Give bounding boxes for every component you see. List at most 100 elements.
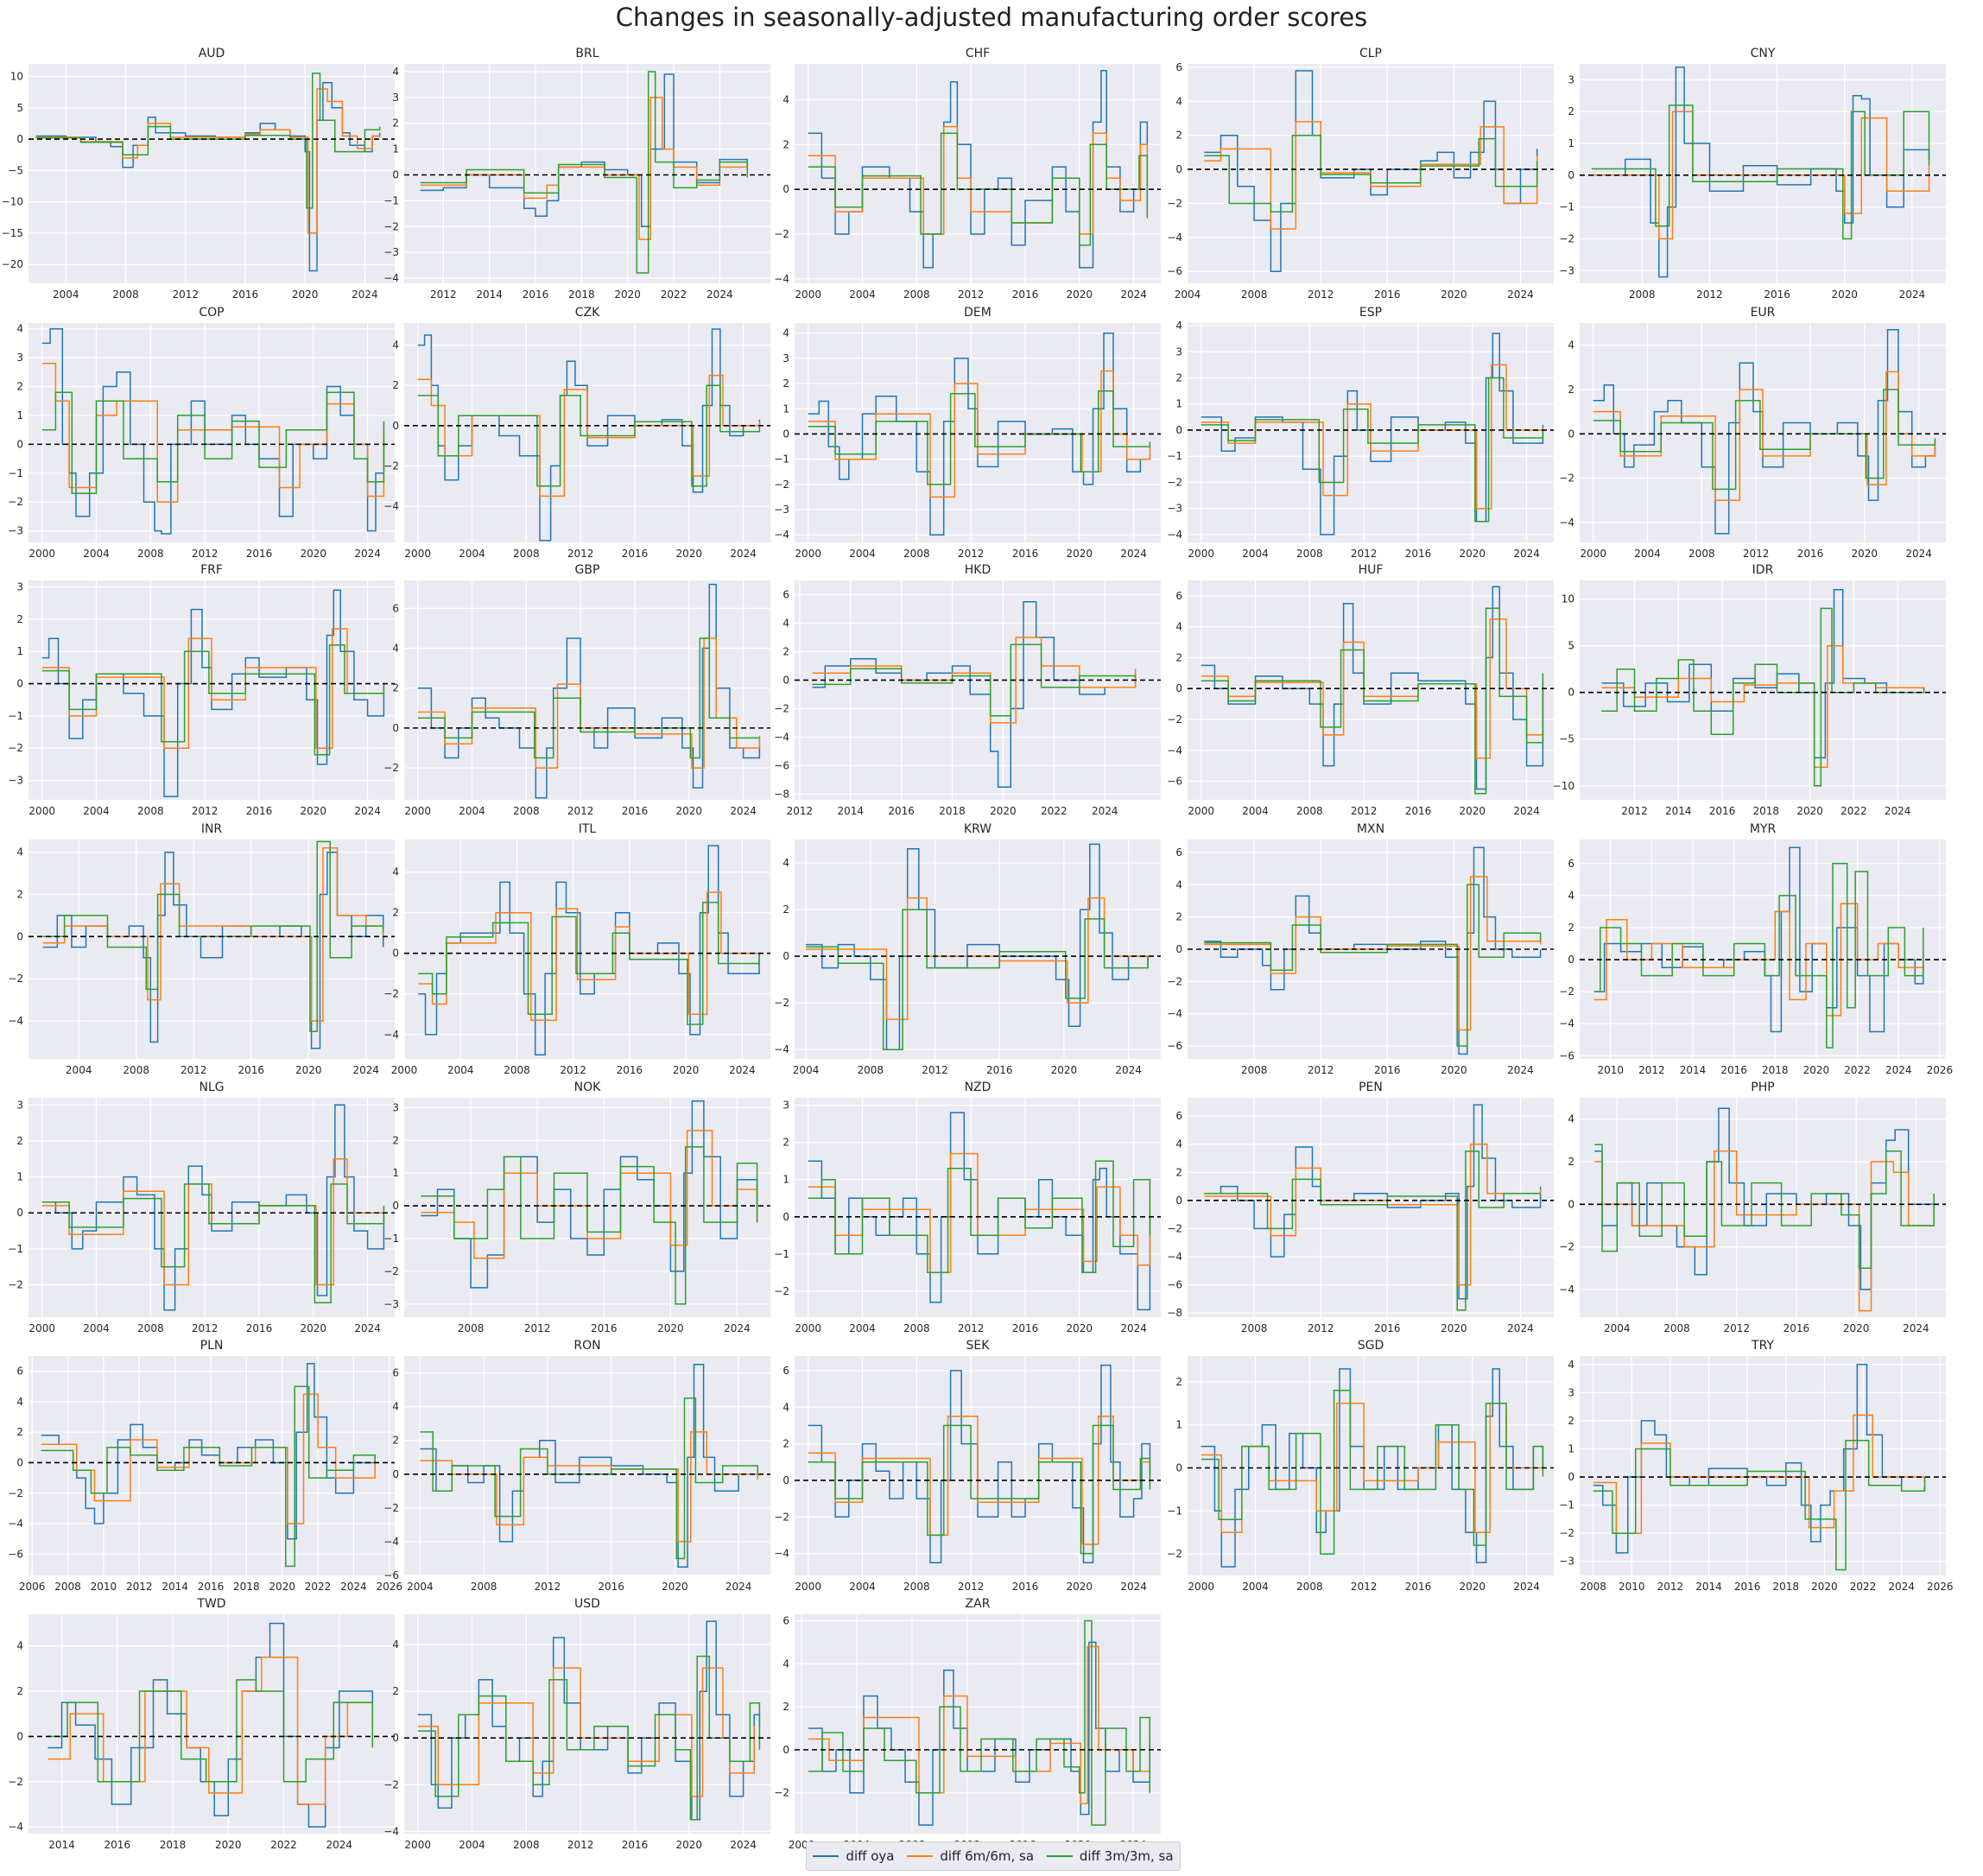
- page-title: Changes in seasonally-adjusted manufactu…: [615, 3, 1368, 32]
- y-tick-label: −2: [8, 973, 23, 985]
- x-tick-label: 2024: [1120, 548, 1147, 560]
- y-tick-label: 1: [16, 409, 23, 421]
- x-tick-label: 2020: [301, 1322, 327, 1334]
- x-tick-label: 2016: [1012, 1581, 1039, 1593]
- y-tick-label: −4: [8, 1821, 23, 1833]
- y-tick-label: 10: [10, 71, 23, 83]
- y-tick-label: 1: [16, 645, 23, 657]
- y-tick-label: 2: [16, 381, 23, 393]
- plot-background: [1188, 1356, 1554, 1575]
- subplot-ron: 2004 2008 2012 2016 2020 2024 −6 −4 −2 0 2 4 6 RON: [383, 1339, 770, 1593]
- x-tick-label: 2020: [1460, 805, 1486, 817]
- y-tick-label: −8: [774, 788, 789, 800]
- x-tick-label: 2020: [676, 548, 703, 560]
- x-tick-label: 2026: [377, 1581, 403, 1593]
- y-tick-label: −8: [1167, 1307, 1182, 1319]
- y-tick-label: −6: [1167, 1279, 1182, 1291]
- x-tick-label: 2008: [903, 288, 930, 301]
- series-line-diff-3m3m: [41, 391, 385, 494]
- x-tick-label: 2008: [513, 1839, 540, 1851]
- x-tick-label: 2004: [849, 1322, 876, 1334]
- x-tick-label: 2008: [137, 548, 164, 560]
- y-tick-label: 4: [392, 1401, 399, 1413]
- y-tick-label: 2: [1175, 372, 1182, 384]
- y-tick-label: 4: [1568, 1359, 1574, 1371]
- y-tick-label: 6: [1568, 858, 1574, 870]
- subplot-itl: 2000 2004 2008 2012 2016 2020 2024 −4 −2 0 2 4 ITL: [383, 822, 770, 1076]
- y-tick-label: −1: [8, 1243, 23, 1255]
- subplot-sek: 2000 2004 2008 2012 2016 2020 2024 −4 −2 0 2 4 6 SEK: [774, 1339, 1161, 1593]
- x-tick-label: 2020: [1051, 1064, 1078, 1076]
- subplot-clp: 2004 2008 2012 2016 2020 2024 −6 −4 −2 0 2 4 6 CLP: [1167, 47, 1554, 301]
- x-tick-label: 2018: [1753, 805, 1780, 817]
- y-tick-label: 6: [392, 602, 399, 614]
- x-tick-label: 2024: [1903, 1322, 1929, 1334]
- x-tick-label: 2020: [676, 1839, 703, 1851]
- x-tick-label: 2020: [301, 548, 327, 560]
- plot-background: [29, 1356, 395, 1575]
- y-tick-label: 1: [782, 402, 789, 415]
- series-line-diff-3m3m: [41, 1385, 376, 1568]
- legend-label: diff 3m/3m, sa: [1079, 1848, 1174, 1864]
- x-tick-label: 2020: [1460, 548, 1486, 560]
- subplot-title: FRF: [200, 563, 223, 577]
- x-tick-label: 2010: [91, 1581, 117, 1593]
- x-tick-label: 2024: [1507, 1064, 1534, 1076]
- x-tick-label: 2020: [990, 805, 1017, 817]
- x-tick-label: 2014: [838, 805, 865, 817]
- y-tick-label: 2: [392, 379, 399, 391]
- y-tick-label: −1: [1167, 1505, 1182, 1517]
- y-tick-label: −1: [383, 194, 399, 206]
- y-tick-label: 2: [782, 903, 789, 916]
- y-tick-label: −4: [774, 1043, 789, 1055]
- subplot-pen: 2008 2012 2016 2020 2024 −8 −6 −4 −2 0 2 4 6 PEN: [1167, 1081, 1554, 1334]
- x-tick-label: 2016: [1783, 1322, 1810, 1334]
- x-tick-label: 2016: [622, 805, 649, 817]
- y-tick-label: −2: [383, 459, 399, 472]
- y-tick-label: −1: [1559, 1499, 1574, 1512]
- y-tick-label: −2: [8, 496, 23, 508]
- series-line-diff-3m3m: [1593, 389, 1936, 491]
- subplot-huf: 2000 2004 2008 2012 2016 2020 2024 −6 −4 −2 0 2 4 6 HU…: [1167, 563, 1554, 817]
- series-line-diff-oya: [1593, 328, 1936, 535]
- y-tick-label: 4: [1175, 878, 1182, 890]
- x-tick-label: 2012: [1621, 805, 1648, 817]
- y-tick-label: 2: [782, 645, 789, 657]
- y-tick-label: 4: [392, 66, 399, 78]
- y-tick-label: 3: [16, 580, 23, 593]
- y-tick-label: −4: [1559, 517, 1574, 529]
- legend: diff oya diff 6m/6m, sa diff 3m/3m, sa: [806, 1841, 1181, 1871]
- y-tick-label: −6: [1559, 1049, 1574, 1062]
- x-tick-label: 2012: [958, 1322, 985, 1334]
- y-tick-label: 0: [1568, 169, 1574, 181]
- x-tick-label: 2024: [354, 1322, 381, 1334]
- y-tick-label: 2: [782, 1137, 789, 1149]
- x-tick-label: 2000: [404, 805, 431, 817]
- y-tick-label: −6: [8, 1548, 23, 1560]
- x-tick-label: 2024: [1885, 805, 1911, 817]
- x-tick-label: 2024: [1885, 1064, 1912, 1076]
- y-tick-label: −6: [774, 759, 789, 771]
- y-tick-label: −3: [383, 246, 399, 258]
- y-tick-label: 2: [1175, 1376, 1182, 1388]
- y-tick-label: −3: [1167, 503, 1182, 515]
- y-tick-label: 0: [782, 674, 789, 686]
- x-tick-label: 2004: [849, 548, 876, 560]
- y-tick-label: −2: [1167, 1548, 1182, 1560]
- x-tick-label: 2016: [598, 1581, 624, 1593]
- subplot-mxn: 2008 2012 2016 2020 2024 −6 −4 −2 0 2 4 6 MXN: [1167, 822, 1554, 1076]
- y-tick-label: −3: [8, 525, 23, 537]
- x-tick-label: 2008: [123, 1064, 149, 1076]
- x-tick-label: 2004: [1634, 548, 1661, 560]
- x-tick-label: 2012: [787, 805, 814, 817]
- subplot-title: PLN: [200, 1339, 224, 1353]
- x-tick-label: 2020: [1441, 1064, 1467, 1076]
- x-tick-label: 2010: [1597, 1064, 1624, 1076]
- subplot-title: HUF: [1359, 563, 1384, 577]
- x-tick-label: 2006: [19, 1581, 46, 1593]
- series-line-diff-3m3m: [1593, 1439, 1926, 1571]
- x-tick-label: 2016: [246, 805, 273, 817]
- series-line-diff-oya: [41, 1363, 376, 1540]
- subplot-title: RON: [573, 1339, 600, 1353]
- subplot-title: PEN: [1359, 1081, 1383, 1094]
